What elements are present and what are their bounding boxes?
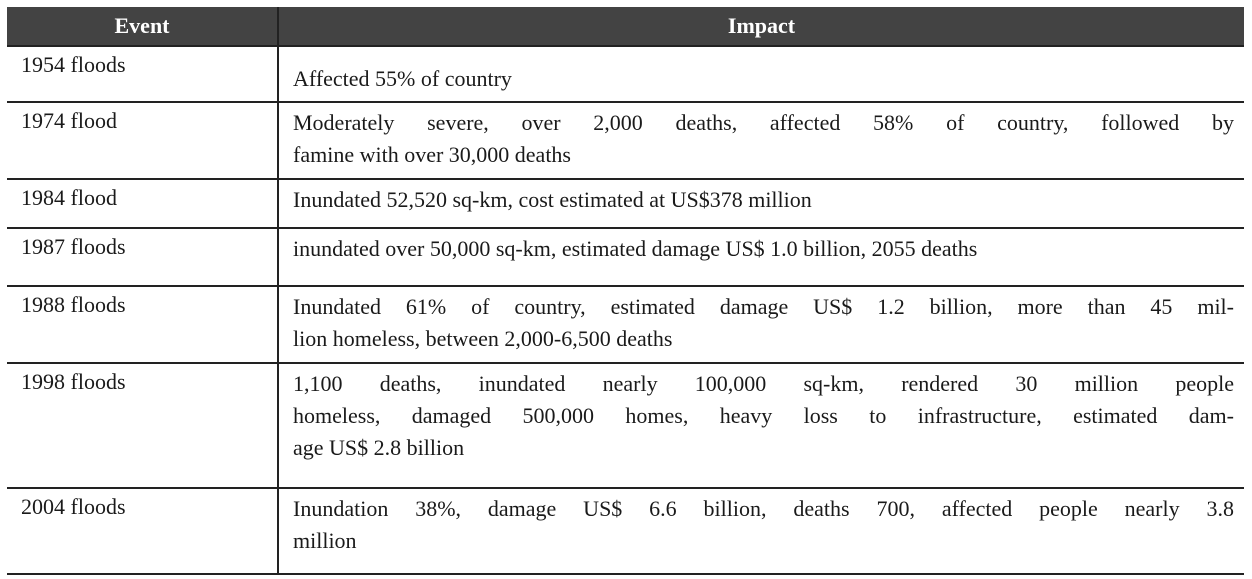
impact-cell: Inundated 52,520 sq-km, cost estimated a…: [278, 178, 1244, 228]
impact-line: Inundation 38%, damage US$ 6.6 billion, …: [293, 496, 1234, 521]
impact-line: inundated over 50,000 sq-km, estimated d…: [293, 236, 978, 261]
header-event: Event: [7, 7, 279, 46]
impact-line: Inundated 61% of country, estimated dama…: [293, 294, 1234, 319]
impact-cell: inundated over 50,000 sq-km, estimated d…: [278, 227, 1244, 286]
impact-line: Affected 55% of country: [293, 66, 512, 91]
impact-cell: Affected 55% of country: [278, 45, 1244, 102]
event-cell: 1987 floods: [7, 227, 279, 286]
event-cell: 1998 floods: [7, 362, 279, 488]
event-cell: 1984 flood: [7, 178, 279, 228]
event-cell: 1988 floods: [7, 285, 279, 363]
header-impact: Impact: [278, 7, 1244, 46]
impact-line: lion homeless, between 2,000-6,500 death…: [293, 326, 673, 351]
table-row: 1974 flood Moderately severe, over 2,000 …: [7, 101, 1244, 179]
event-cell: 2004 floods: [7, 487, 279, 575]
impact-cell: Inundation 38%, damage US$ 6.6 billion, …: [278, 487, 1244, 575]
header-row: Event Impact: [7, 7, 1244, 46]
table-row: 1954 floods Affected 55% of country: [7, 45, 1244, 102]
impact-cell: Moderately severe, over 2,000 deaths, af…: [278, 101, 1244, 179]
impact-line: homeless, damaged 500,000 homes, heavy l…: [293, 403, 1234, 428]
impact-line: 1,100 deaths, inundated nearly 100,000 s…: [293, 371, 1234, 396]
event-cell: 1954 floods: [7, 45, 279, 102]
impact-line: age US$ 2.8 billion: [293, 435, 465, 460]
impact-line: million: [293, 528, 357, 553]
impact-cell: 1,100 deaths, inundated nearly 100,000 s…: [278, 362, 1244, 488]
table-row: 1984 flood Inundated 52,520 sq-km, cost e…: [7, 178, 1244, 228]
table-row: 1987 floods inundated over 50,000 sq-km, …: [7, 227, 1244, 286]
flood-events-table: Event Impact 1954 floods Affected 55% of …: [7, 7, 1244, 575]
impact-line: famine with over 30,000 deaths: [293, 142, 571, 167]
impact-line: Inundated 52,520 sq-km, cost estimated a…: [293, 187, 812, 212]
table-row: 1988 floods Inundated 61% of country, est…: [7, 285, 1244, 363]
impact-line: Moderately severe, over 2,000 deaths, af…: [293, 110, 1234, 135]
impact-cell: Inundated 61% of country, estimated dama…: [278, 285, 1244, 363]
event-cell: 1974 flood: [7, 101, 279, 179]
table-row: 1998 floods 1,100 deaths, inundated nearl…: [7, 362, 1244, 488]
table-row: 2004 floods Inundation 38%, damage US$ 6.…: [7, 487, 1244, 575]
